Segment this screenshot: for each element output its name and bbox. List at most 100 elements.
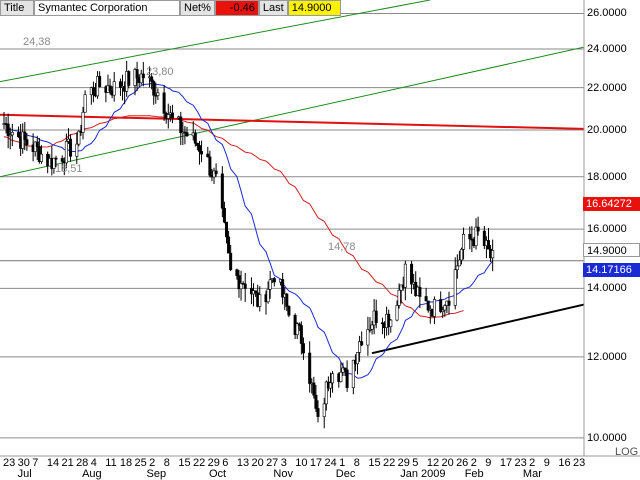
price-bar-body [229,252,233,271]
price-bar-body [482,230,486,246]
x-tick-label: 9 [485,457,492,469]
netpct-value: -0.46 [214,0,259,16]
price-bar-body [8,134,12,137]
y-tick-label: 18.0000 [587,170,627,183]
price-bar-body [112,81,116,96]
x-tick-label: 22 [383,457,396,469]
x-tick-label: 15 [368,457,381,469]
price-bar-body [156,92,160,96]
x-tick-label: 12 [426,457,440,469]
last-value: 14.9000 [287,0,341,16]
y-tick-label: 24.0000 [587,43,627,55]
log-scale-label[interactable]: LOG [615,446,639,458]
resistance-line [0,113,585,130]
price-bar-body [83,94,87,113]
y-tick-label: 14.0000 [587,282,627,295]
month-label: Nov [273,468,293,480]
price-bar-body [285,293,289,307]
x-tick-label: 22 [193,457,206,469]
x-tick-label: 27 [266,457,279,469]
moving-averages [3,82,494,379]
price-bar-body [127,71,131,86]
x-tick-label: 2 [529,457,536,469]
price-bar-body [39,153,43,162]
price-bar-body [324,381,328,405]
x-tick-label: 29 [397,457,410,469]
price-bar-body [208,156,212,176]
price-bar-body [258,294,262,307]
price-bar-body [75,143,79,157]
ma-long-line [3,115,464,319]
price-bar-body [345,369,349,388]
x-tick-label: 23 [3,457,16,469]
y-tick-label: 26.0000 [587,7,627,20]
price-bar-body [195,143,199,146]
price-bar-body [380,322,384,324]
x-tick-label: 14 [46,457,60,469]
price-bar-body [239,283,243,290]
price-bar-body [424,296,428,302]
channel-upper-line [0,0,431,83]
price-bar-body [254,290,258,294]
price-bar-body [77,130,81,145]
price-bar-body [432,299,436,317]
price-bar-body [312,382,316,396]
price-bar-body [468,233,472,240]
month-label: Aug [82,468,102,480]
price-bar-body [397,289,401,306]
price-bar-body [170,112,174,119]
price-bar-body [457,259,461,267]
support-trend-line [371,303,585,355]
trend-channel-lines [0,0,585,355]
price-bar-body [64,141,68,164]
price-bar-body [487,240,491,250]
x-tick-label: 2 [470,457,477,469]
price-bar-body [206,153,210,158]
price-bar-body [220,173,224,209]
annotation-high-aug: 23,80 [146,66,174,78]
price-bar-body [166,114,170,119]
x-tick-label: 30 [17,457,30,469]
x-tick-label: 11 [105,457,117,469]
ma-long-price-tag: 16.64272 [583,197,640,211]
x-tick-label: 20 [251,457,264,469]
ma-short-line [3,82,494,379]
annotation-low-jul: 18,51 [55,163,83,175]
price-bar-body [351,359,355,388]
x-tick-label: 9 [543,457,550,469]
x-tick-label: 24 [324,457,337,469]
x-tick-label: 5 [412,457,419,469]
price-bar-body [322,403,326,417]
price-bar-body [52,157,56,169]
price-bar-body [108,85,112,92]
price-bar-body [25,139,29,146]
price-bar-body [439,299,443,312]
x-tick-label: 16 [558,457,571,469]
ma-short-price-tag: 14.17166 [583,263,640,277]
x-tick-label: 20 [441,457,454,469]
price-bar-body [118,81,122,88]
price-bar-body [152,81,156,96]
price-bar-body [301,343,305,354]
price-bar-body [339,371,343,382]
price-bar-body [453,269,457,306]
x-tick-label: 18 [119,457,133,469]
price-bar-body [287,306,291,316]
x-tick-label: 17 [499,457,513,469]
x-tick-label: 25 [134,457,147,469]
x-tick-label: 1 [339,457,346,469]
price-bar-body [222,207,226,223]
price-bar-body [135,69,139,79]
month-label: Sep [146,468,167,480]
month-label: Jan 2009 [400,468,446,480]
grid-lines [0,12,584,439]
price-bar-body [268,279,272,290]
y-tick-label: 10.0000 [587,431,627,444]
price-bar-body [368,329,372,331]
x-tick-label: 10 [295,457,308,469]
price-bar-body [297,323,301,326]
price-bar-body [418,286,422,297]
price-bar-body [193,132,197,144]
